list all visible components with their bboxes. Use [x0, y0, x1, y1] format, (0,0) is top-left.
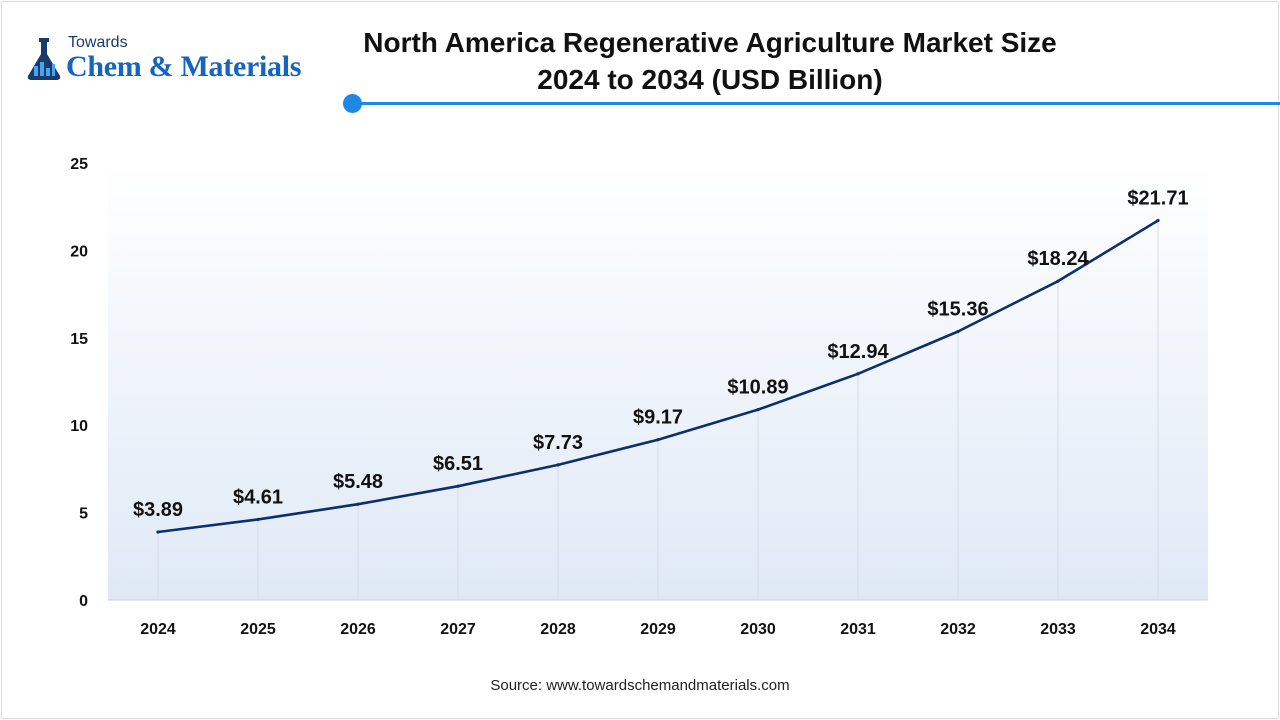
data-point [956, 329, 960, 334]
chart-title-line-1: North America Regenerative Agriculture M… [363, 27, 1057, 58]
data-point [456, 484, 460, 488]
title-rule [352, 102, 1280, 105]
source-note: Source: www.towardschemandmaterials.com [490, 677, 790, 694]
data-label: $9.17 [633, 407, 683, 429]
data-label: $18.24 [1027, 248, 1089, 270]
x-tick-label: 2031 [840, 621, 876, 638]
x-tick-label: 2027 [440, 621, 476, 638]
data-label: $5.48 [333, 471, 383, 493]
brand-towards: Towards [68, 34, 128, 51]
data-label: $21.71 [1127, 188, 1188, 210]
data-point [256, 517, 260, 522]
data-point [1156, 218, 1160, 223]
data-point [756, 408, 760, 412]
y-tick-label: 5 [79, 506, 88, 523]
data-label: $4.61 [233, 486, 283, 508]
data-point [856, 372, 860, 376]
data-label: $15.36 [927, 299, 988, 321]
data-point [1056, 279, 1060, 283]
data-label: $7.73 [533, 432, 583, 454]
x-tick-label: 2025 [240, 621, 276, 638]
brand-name: Chem & Materials [66, 50, 302, 83]
data-point [556, 463, 560, 467]
data-label: $3.89 [133, 499, 183, 521]
x-tick-label: 2028 [540, 621, 576, 638]
data-label: $6.51 [433, 453, 483, 475]
data-point [356, 502, 360, 506]
chart-title-line-2: 2024 to 2034 (USD Billion) [537, 64, 883, 95]
title-dot [343, 94, 362, 113]
x-tick-label: 2030 [740, 621, 776, 638]
y-axis: 0 5 10 15 20 25 [70, 156, 88, 610]
x-tick-label: 2026 [340, 621, 376, 638]
chart-title: North America Regenerative Agriculture M… [360, 24, 1060, 98]
series-line [156, 218, 1160, 534]
data-label: $12.94 [827, 341, 889, 363]
x-tick-label: 2024 [140, 621, 176, 638]
y-tick-label: 20 [70, 243, 88, 260]
data-point [156, 530, 160, 534]
drop-lines [157, 220, 1159, 600]
y-tick-label: 0 [79, 593, 88, 610]
x-tick-label: 2034 [1140, 621, 1176, 638]
y-tick-label: 15 [70, 331, 88, 348]
data-labels: $3.89 $4.61 $5.48 $6.51 $7.73 $9.17 $10.89 $12.… [133, 188, 1189, 521]
x-axis: 2024 2025 2026 2027 2028 2029 2030 2031 2032 2033… [108, 599, 1208, 638]
brand-logo: Towards Chem & Materials [22, 34, 342, 86]
data-point [656, 438, 660, 442]
y-tick-label: 10 [70, 418, 88, 435]
x-tick-label: 2029 [640, 621, 676, 638]
x-tick-label: 2033 [1040, 621, 1076, 638]
y-tick-label: 25 [70, 156, 88, 173]
data-label: $10.89 [727, 377, 788, 399]
x-tick-label: 2032 [940, 621, 976, 638]
flask-icon [27, 38, 61, 80]
